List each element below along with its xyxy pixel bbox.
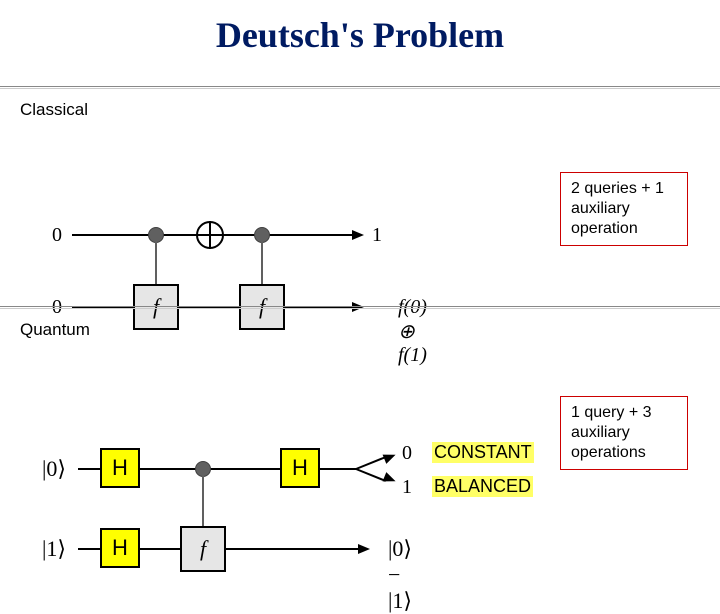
input-label: 0 [52, 224, 62, 247]
output-ket: |0⟩ − |1⟩ [388, 536, 412, 614]
xor-target-icon [196, 221, 224, 249]
page-title: Deutsch's Problem [0, 0, 720, 56]
arrowhead-icon [352, 302, 364, 312]
input-ket: |0⟩ [42, 456, 66, 482]
divider [0, 306, 720, 307]
divider [0, 88, 720, 89]
f-gate: f [239, 284, 285, 330]
result-balanced: BALANCED [432, 476, 533, 497]
section-label-classical: Classical [20, 100, 88, 120]
output-label: 1 [372, 224, 382, 247]
h-gate: H [100, 528, 140, 568]
divider [0, 308, 720, 309]
arrowhead-icon [352, 230, 364, 240]
arrowhead-icon [383, 450, 398, 464]
output-label: 1 [402, 476, 412, 499]
arrowhead-icon [383, 472, 398, 486]
note-quantum: 1 query + 3 auxiliary operations [560, 396, 688, 470]
result-constant: CONSTANT [432, 442, 534, 463]
note-classical: 2 queries + 1 auxiliary operation [560, 172, 688, 246]
wire [356, 468, 386, 482]
wire [356, 456, 386, 470]
f-gate: f [133, 284, 179, 330]
section-label-quantum: Quantum [20, 320, 90, 340]
output-label: 0 [402, 442, 412, 465]
f-gate: f [180, 526, 226, 572]
divider [0, 86, 720, 87]
h-gate: H [100, 448, 140, 488]
h-gate: H [280, 448, 320, 488]
arrowhead-icon [358, 544, 370, 554]
